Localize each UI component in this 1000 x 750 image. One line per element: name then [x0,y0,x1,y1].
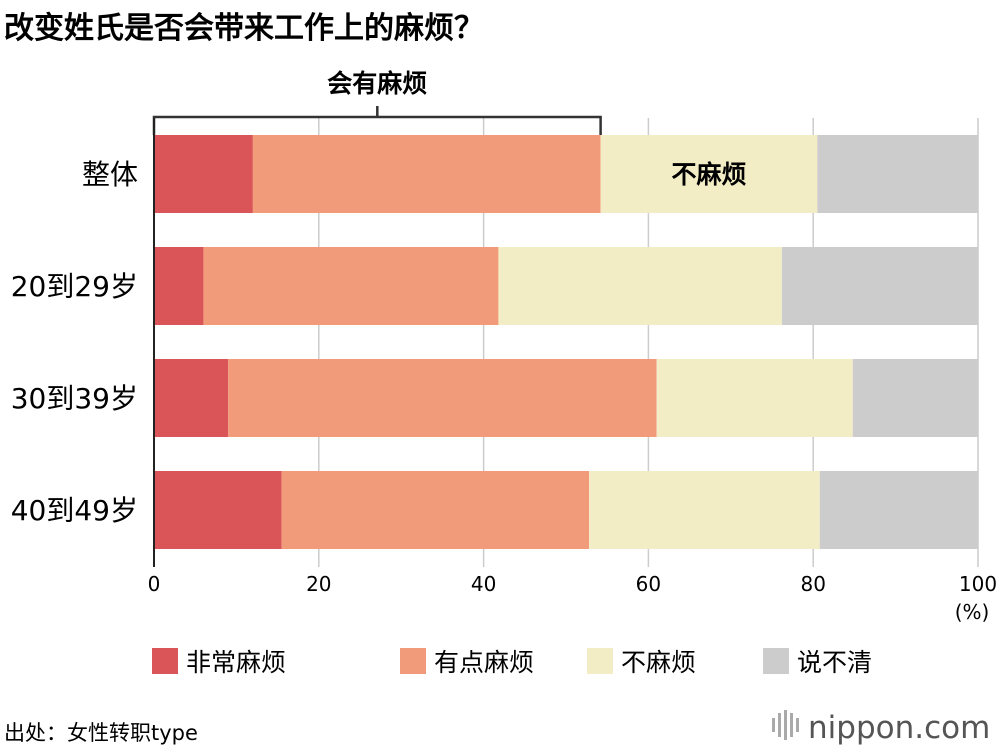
x-tick-labels: 0 20 40 60 80 100 [148,572,997,596]
logo-text: nippon.com [808,710,990,746]
bar-segment [819,471,978,549]
bar-segment [852,359,978,437]
x-tick-label: 20 [306,572,331,596]
legend: 非常麻烦 有点麻烦 不麻烦 说不清 [152,648,872,677]
category-label: 40到49岁 [11,494,138,527]
legend-label: 有点麻烦 [434,648,534,677]
bar-segment [498,247,782,325]
bar-segment [656,359,853,437]
x-tick-label: 80 [800,572,825,596]
x-tick-label: 100 [959,572,997,596]
legend-label: 不麻烦 [621,648,696,677]
category-label: 20到29岁 [11,270,138,303]
nippon-logo: nippon.com [772,710,990,746]
x-tick-label: 40 [471,572,496,596]
bar-segment [589,471,820,549]
bar-segment [203,247,499,325]
bar-segment [781,247,978,325]
legend-swatch [763,648,789,674]
legend-swatch [400,648,426,674]
legend-swatch [152,648,178,674]
category-label: 整体 [82,158,138,191]
inline-label: 不麻烦 [671,160,746,189]
bar-segment [154,359,229,437]
x-tick-label: 60 [636,572,661,596]
bar-segment [281,471,590,549]
category-label: 30到39岁 [11,382,138,415]
logo-bars-icon [772,710,799,740]
x-unit-label: (%) [955,600,990,624]
legend-swatch [587,648,613,674]
category-labels: 整体 20到29岁 30到39岁 40到49岁 [11,158,138,527]
source-note: 出处：女性转职type [4,721,198,745]
legend-label: 非常麻烦 [186,648,286,677]
chart-title: 改变姓氏是否会带来工作上的麻烦？ [4,11,484,46]
bar-segment [154,135,253,213]
bracket-line [152,106,602,135]
bar-segment [228,359,657,437]
bracket-label: 会有麻烦 [327,69,427,98]
bar-segment [154,247,204,325]
legend-label: 说不清 [797,648,872,677]
x-tick-label: 0 [148,572,161,596]
bar-segment [600,135,818,213]
bar-segment [817,135,978,213]
bar-segment [252,135,601,213]
bar-segment [154,471,282,549]
bracket-annotation: 会有麻烦 [152,69,602,135]
bars [154,135,978,549]
